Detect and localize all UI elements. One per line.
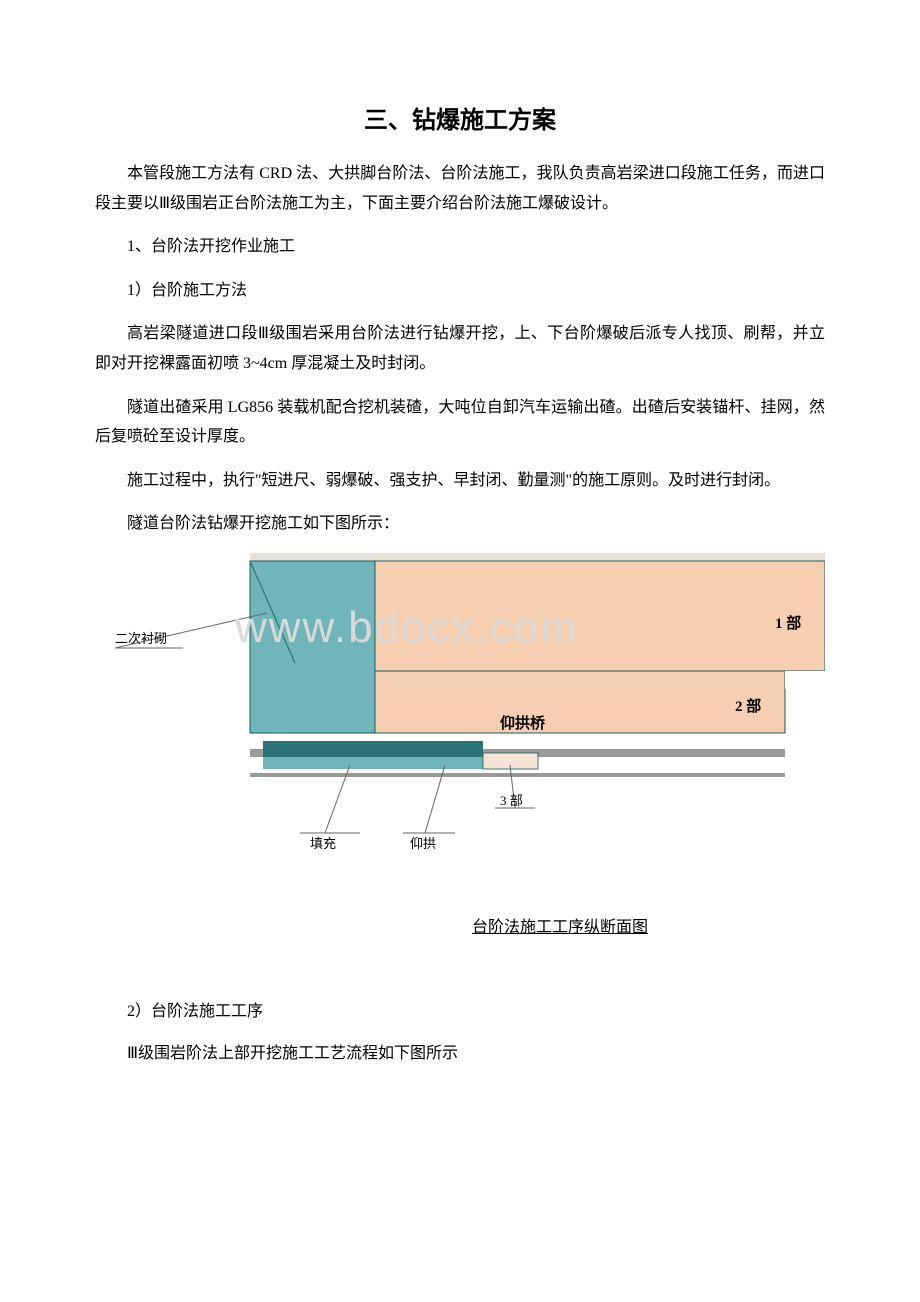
label-part3: 3 部 [500, 793, 523, 808]
diagram-container: www.bdocx.com [95, 553, 825, 893]
label-lining: 二次衬砌 [115, 631, 167, 646]
diagram-caption: 台阶法施工工序纵断面图 [295, 913, 825, 937]
paragraph-7: 隧道台阶法钻爆开挖施工如下图所示： [95, 509, 825, 539]
label-arch-bridge: 仰拱桥 [500, 714, 546, 732]
label-invert: 仰拱 [410, 836, 436, 851]
paragraph-3: 1）台阶施工方法 [95, 276, 825, 306]
cross-section-diagram: 二次衬砌 1 部 2 部 仰拱桥 填充 仰拱 3 部 [95, 553, 825, 893]
bottom-section-1: 2）台阶法施工工序 [95, 997, 825, 1027]
paragraph-5: 隧道出碴采用 LG856 装载机配合挖机装碴，大吨位自卸汽车运输出碴。出碴后安装… [95, 393, 825, 452]
paragraph-4: 高岩梁隧道进口段Ⅲ级围岩采用台阶法进行钻爆开挖，上、下台阶爆破后派专人找顶、刷帮… [95, 319, 825, 378]
label-part1: 1 部 [775, 614, 801, 632]
label-part2: 2 部 [735, 697, 761, 715]
label-fill: 填充 [310, 836, 336, 851]
paragraph-6: 施工过程中，执行"短进尺、弱爆破、强支护、早封闭、勤量测"的施工原则。及时进行封… [95, 466, 825, 496]
page-title: 三、钻爆施工方案 [95, 100, 825, 135]
paragraph-2: 1、台阶法开挖作业施工 [95, 232, 825, 262]
bottom-section-2: Ⅲ级围岩阶法上部开挖施工工艺流程如下图所示 [95, 1039, 825, 1069]
paragraph-1: 本管段施工方法有 CRD 法、大拱脚台阶法、台阶法施工，我队负责高岩梁进口段施工… [95, 159, 825, 218]
